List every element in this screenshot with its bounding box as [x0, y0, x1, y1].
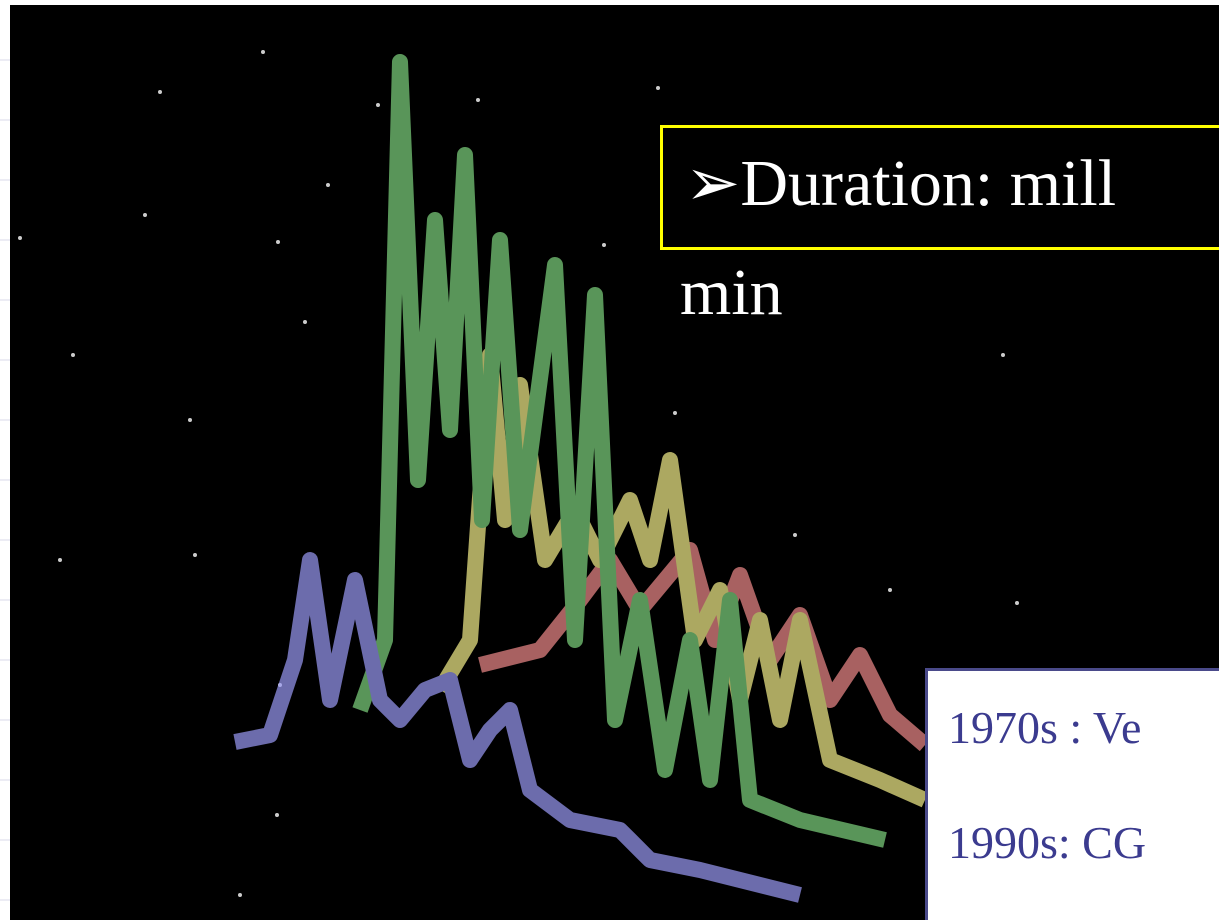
title-line: ➢Duration: mill	[685, 144, 1116, 222]
info-line: 1990s: CG	[948, 816, 1146, 869]
title-box: ➢Duration: mill	[660, 125, 1219, 250]
info-box: 1970s : Ve 1990s: CG	[925, 668, 1219, 920]
page: {"slide": {"bullet": "➢", "title_lines":…	[0, 0, 1219, 920]
title-text: Duration: mill	[740, 147, 1116, 220]
slide: ➢Duration: mill min 1970s : Ve 1990s: CG	[0, 0, 1219, 920]
bullet: ➢	[685, 147, 740, 220]
left-grid	[0, 60, 10, 900]
info-line: 1970s : Ve	[948, 701, 1141, 754]
title-line: min	[680, 255, 783, 331]
